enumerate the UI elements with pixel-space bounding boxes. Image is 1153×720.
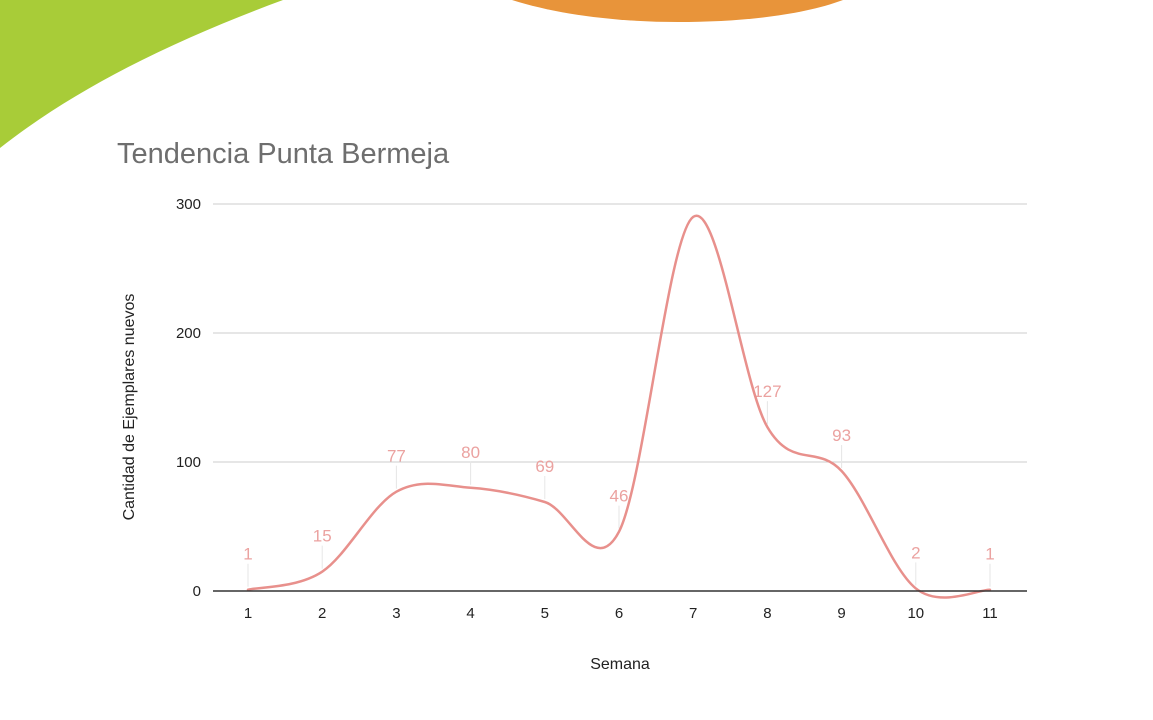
- x-tick-label: 1: [244, 605, 252, 622]
- x-tick-label: 8: [763, 605, 771, 622]
- y-tick-label: 200: [176, 325, 201, 342]
- data-label: 46: [610, 487, 629, 506]
- x-tick-label: 9: [837, 605, 845, 622]
- y-tick-label: 100: [176, 454, 201, 471]
- y-axis-title: Cantidad de Ejemplares nuevos: [121, 294, 138, 521]
- data-label: 127: [753, 382, 781, 401]
- x-axis-title: Semana: [590, 656, 650, 673]
- x-tick-label: 10: [907, 605, 924, 622]
- data-label: 80: [461, 443, 480, 462]
- x-tick-label: 6: [615, 605, 623, 622]
- x-tick-label: 3: [392, 605, 400, 622]
- chart-title: Tendencia Punta Bermeja: [117, 138, 450, 170]
- data-labels: 1 15 77 80 69 46 127 93 2 1: [243, 382, 995, 587]
- data-label: 15: [313, 527, 332, 546]
- data-label: 1: [243, 545, 252, 564]
- y-tick-label: 300: [176, 196, 201, 213]
- series-line: [246, 214, 992, 599]
- x-axis-ticks: 1 2 3 4 5 6 7 8 9 10 11: [244, 605, 998, 622]
- data-label: 2: [911, 543, 920, 562]
- orange-top-shape: [512, 0, 843, 22]
- y-axis-ticks: 0 100 200 300: [176, 196, 201, 600]
- x-tick-label: 4: [466, 605, 474, 622]
- x-tick-label: 5: [541, 605, 549, 622]
- green-corner-shape: [0, 0, 283, 148]
- series: [246, 214, 992, 599]
- y-tick-label: 0: [193, 583, 201, 600]
- x-tick-label: 7: [689, 605, 697, 622]
- data-label: 77: [387, 447, 406, 466]
- data-label: 93: [832, 426, 851, 445]
- data-label: 1: [985, 545, 994, 564]
- x-tick-label: 2: [318, 605, 326, 622]
- data-label: 69: [535, 457, 554, 476]
- gridlines: [213, 203, 1027, 463]
- x-tick-label: 11: [982, 605, 998, 622]
